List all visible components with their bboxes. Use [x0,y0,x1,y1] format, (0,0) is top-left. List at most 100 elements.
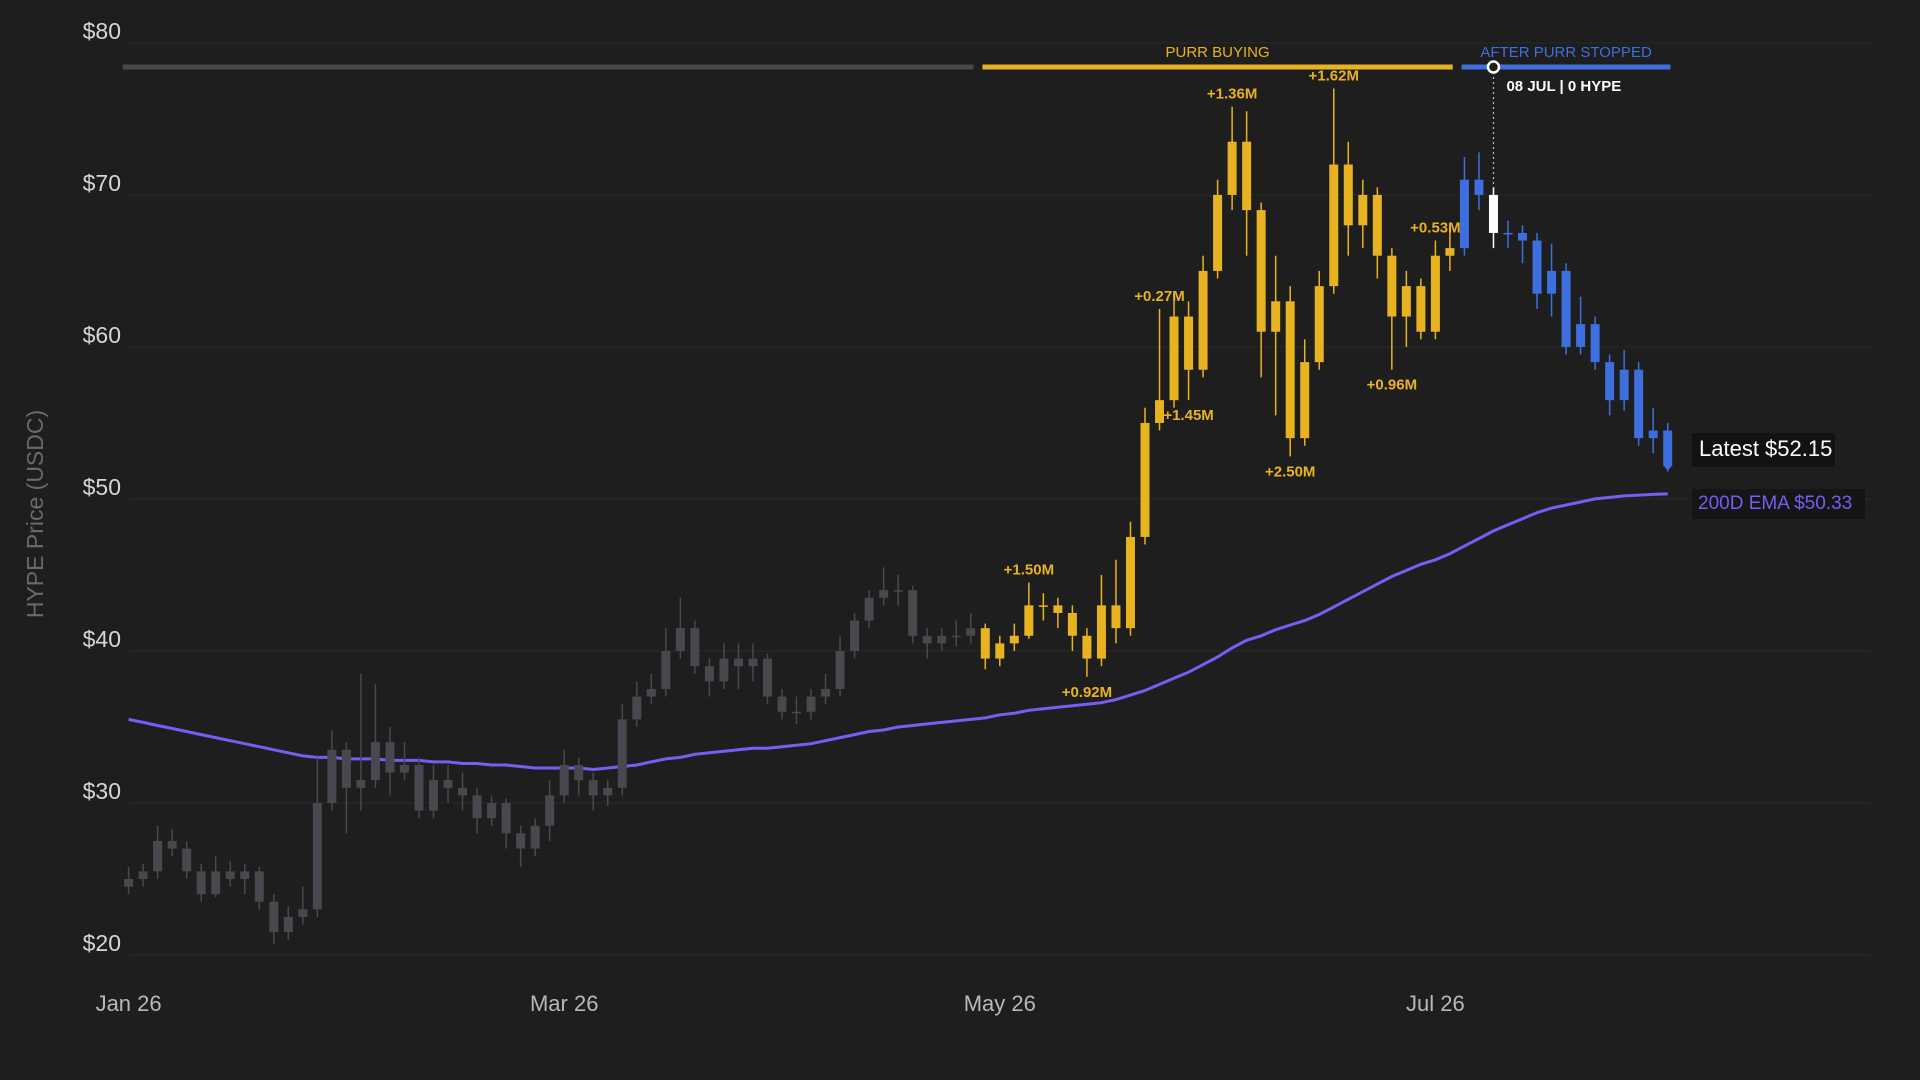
candle-body [1358,194,1368,226]
candle-body [458,787,468,796]
candle-body [211,871,221,895]
candle-body [1242,141,1252,211]
candle-body [385,742,395,773]
candle-body [1300,362,1310,439]
candle-body [1343,164,1353,226]
candle-body [1576,324,1586,347]
x-tick-label: Jul 26 [1406,991,1465,1016]
candle-body [370,742,380,781]
candle-body [1474,179,1484,195]
candle-body [1271,301,1281,332]
candle-body [545,795,555,826]
ema-line [128,492,1668,772]
candle-body [124,878,134,887]
candle-body [429,780,439,811]
candle-body [1096,605,1106,659]
latest-label-bg [1692,433,1835,467]
candle-body [1285,301,1295,439]
y-tick-label: $30 [83,778,121,804]
candle-body [1663,430,1673,467]
candle-body [1459,179,1469,249]
flow-label: +1.50M [1004,562,1054,579]
candle-body [733,658,743,667]
y-tick-label: $60 [83,322,121,348]
latest-dot [1664,463,1671,470]
flow-label: +1.62M [1309,67,1359,84]
marker-label: 08 JUL | 0 HYPE [1506,78,1621,95]
candle-body [1213,194,1223,271]
candle-body [646,688,656,697]
candle-body [574,764,584,781]
candle-body [995,643,1005,659]
x-tick-label: May 26 [964,991,1036,1016]
candle-body [777,696,787,712]
candle-body [501,802,511,834]
candle-body [1634,369,1644,439]
candle-body [559,764,569,796]
candle-body [792,711,802,714]
candle-body [1648,430,1658,439]
candle-body [661,650,671,689]
ema-label: 200D EMA $50.33 [1698,493,1852,514]
candle-body [327,749,337,803]
candle-body [399,764,409,773]
y-tick-label: $80 [83,18,121,44]
candle-body [1082,635,1092,659]
candle-body [675,628,685,651]
candle-body [443,780,453,788]
candle-body [719,658,729,682]
candle-body [182,848,192,872]
candle-body [1532,240,1542,294]
candle-body [603,787,613,796]
candle-body [356,780,366,788]
candle-body [1067,612,1077,636]
candle-body [1314,286,1324,363]
candle-body [893,590,903,592]
flow-label: +0.96M [1367,377,1417,394]
candle-body [864,597,874,621]
candle-body [1227,141,1237,195]
candle-body [1430,255,1440,332]
candle-body [908,590,918,636]
candle-body [298,909,308,917]
candle-body [835,650,845,689]
marker-dot [1486,60,1501,74]
candle-body [966,628,976,636]
candle-body [516,833,526,849]
y-tick-label: $40 [83,626,121,652]
candle-body [1155,400,1165,423]
x-tick-label: Mar 26 [530,991,598,1016]
candle-body [980,628,990,659]
x-tick-label: Jan 26 [96,991,162,1016]
candle-body [1009,635,1019,644]
candle-body [879,590,889,598]
y-tick-label: $50 [83,474,121,500]
candle-body [690,628,700,667]
candle-body [530,825,540,849]
candle-body [153,840,163,872]
candle-body [1169,316,1179,401]
candle-body [1140,422,1150,537]
candle-body [269,901,279,933]
candle-body [312,802,322,910]
candle-body [922,635,932,644]
y-axis-title: HYPE Price (USDC) [22,410,48,618]
flow-label: +0.53M [1410,219,1460,236]
candle-body [1038,605,1048,607]
phase-label: PURR BUYING [1166,44,1270,61]
candle-body [951,635,961,638]
candle-body [1256,210,1266,332]
candle-body [1416,286,1426,332]
candle-body [254,871,264,902]
flow-label: +0.27M [1134,288,1184,305]
candle-body [487,802,497,819]
candle-body [850,620,860,651]
candle-body [240,871,250,879]
candle-body [762,658,772,697]
candle-body [617,719,627,788]
candle-body [1111,605,1121,629]
candle-body [1445,248,1455,256]
candle-body [414,764,424,811]
